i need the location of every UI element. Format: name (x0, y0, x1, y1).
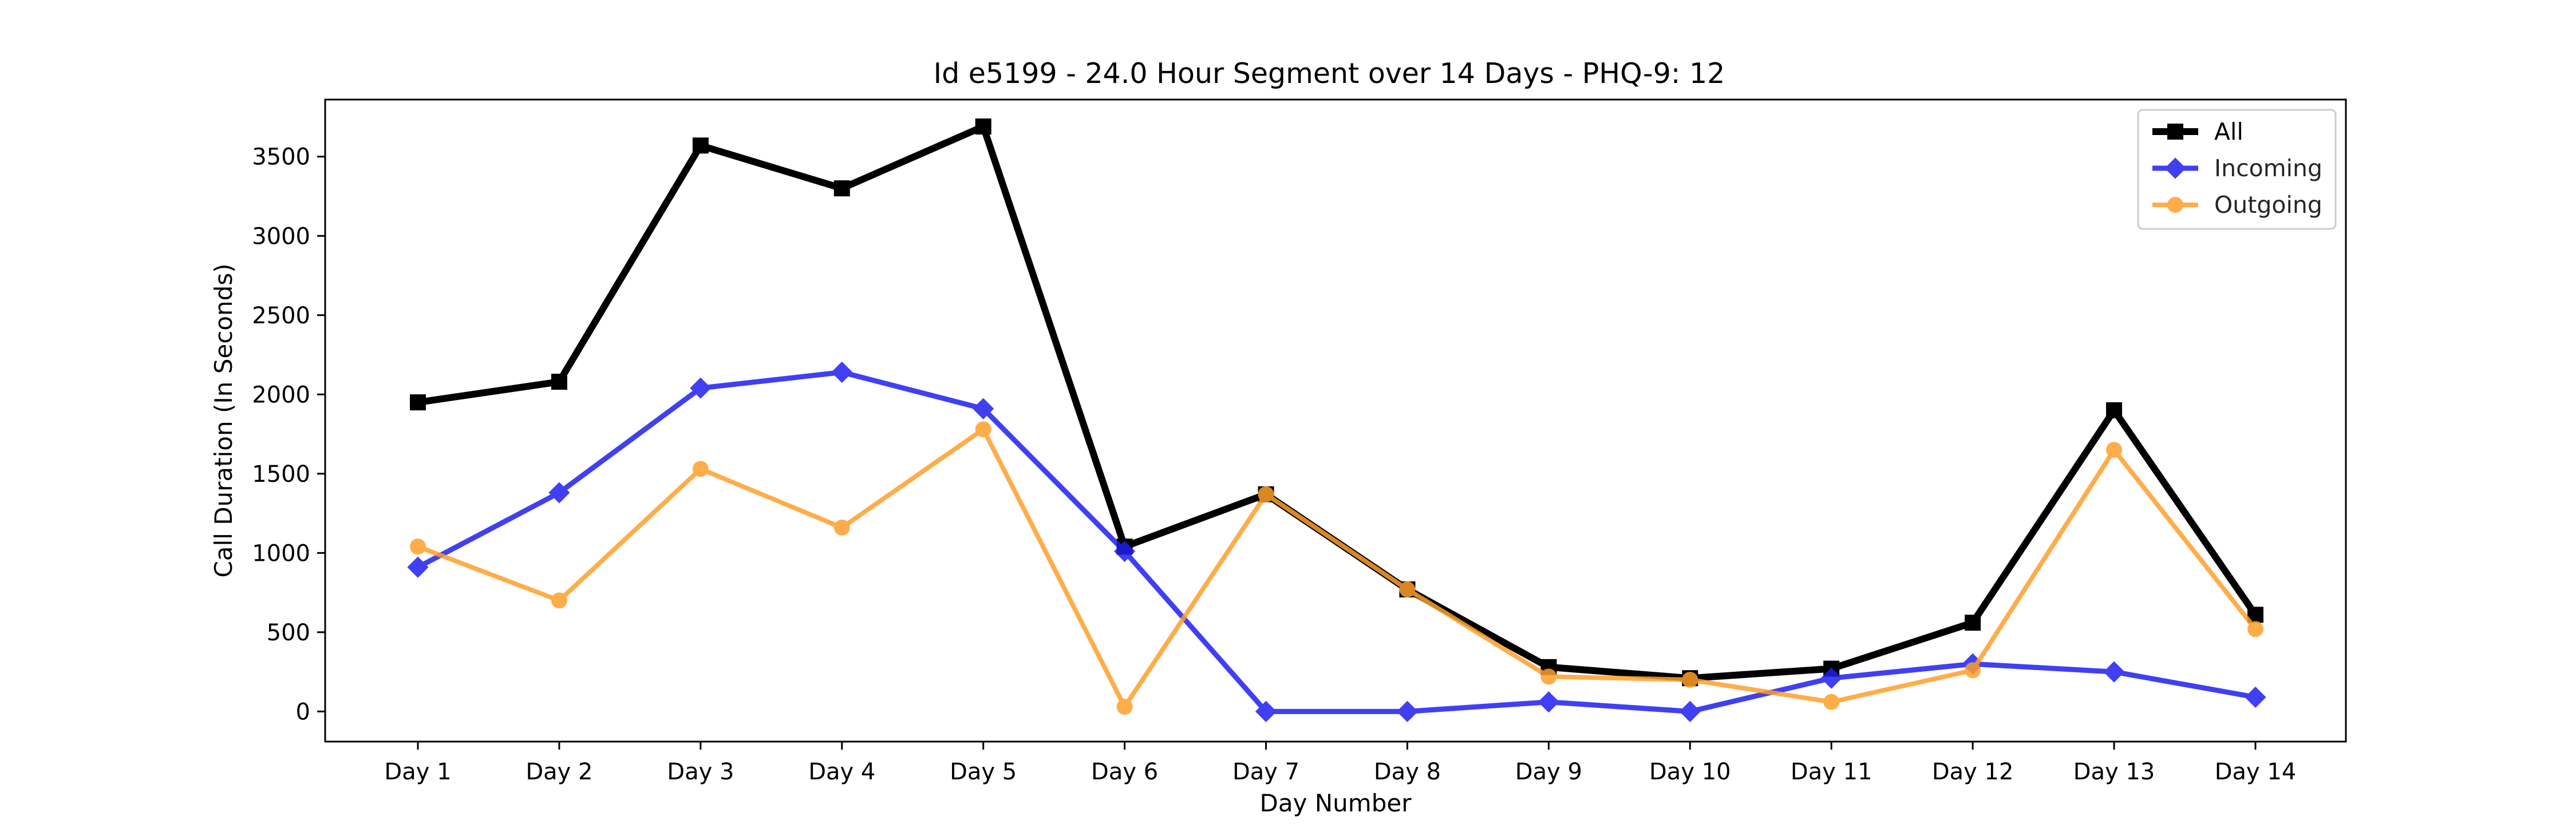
y-tick-label: 2000 (252, 382, 310, 408)
series-layer (407, 118, 2266, 722)
x-tick-label: Day 3 (667, 759, 734, 785)
data-point-outgoing (975, 421, 991, 438)
series-all (410, 118, 2263, 687)
data-point-all (975, 118, 991, 135)
data-point-outgoing (2106, 442, 2123, 458)
data-point-outgoing (1540, 668, 1557, 685)
x-tick-label: Day 11 (1791, 759, 1872, 785)
data-point-incoming (1679, 700, 1701, 722)
legend: All Incoming Outgoing (2137, 109, 2337, 230)
x-axis-label: Day Number (1259, 789, 1412, 817)
data-point-outgoing (833, 520, 850, 536)
legend-marker (2164, 157, 2186, 179)
series-line-all (417, 123, 2258, 682)
plot-area (324, 98, 2347, 743)
y-axis: 0 500 1000 1500 2000 2500 3000 3500 (252, 144, 325, 725)
data-point-incoming (548, 482, 570, 504)
x-axis: Day 1 Day 2 Day 3 Day 4 Day 5 Day 6 Day 7 Day 8… (384, 742, 2296, 785)
x-tick-label: Day 4 (808, 759, 875, 785)
data-point-incoming (1396, 700, 1419, 722)
y-tick-label: 0 (296, 699, 310, 725)
series-outgoing (410, 421, 2263, 715)
series-line-incoming (416, 370, 2256, 714)
data-point-incoming (1538, 691, 1559, 713)
data-point-all (833, 180, 850, 197)
data-point-incoming (407, 556, 429, 578)
data-point-outgoing (2247, 621, 2263, 637)
x-tick-label: Day 9 (1515, 759, 1582, 785)
legend-entry-all: All (2152, 118, 2243, 145)
data-point-incoming (831, 361, 853, 383)
x-tick-label: Day 7 (1232, 759, 1299, 785)
x-tick-label: Day 2 (526, 759, 592, 785)
data-point-outgoing (1399, 581, 1416, 598)
y-tick-label: 3000 (252, 223, 310, 249)
data-point-all (692, 137, 709, 154)
data-point-incoming (690, 377, 712, 399)
x-tick-label: Day 10 (1649, 759, 1731, 785)
x-tick-label: Day 1 (384, 759, 451, 785)
data-point-all (410, 394, 426, 411)
chart-title: Id e5199 - 24.0 Hour Segment over 14 Day… (934, 57, 1725, 90)
x-tick-label: Day 14 (2215, 759, 2297, 785)
x-tick-label: Day 6 (1091, 759, 1158, 785)
data-point-incoming (2245, 686, 2266, 708)
y-tick-label: 2500 (252, 303, 310, 329)
data-point-incoming (1255, 700, 1277, 722)
y-axis-label: Call Duration (In Seconds) (210, 263, 238, 577)
legend-entry-outgoing: Outgoing (2152, 191, 2322, 219)
data-point-all (1965, 615, 1981, 631)
data-point-incoming (1820, 667, 1842, 689)
y-tick-label: 1500 (252, 461, 310, 488)
legend-label: All (2214, 118, 2243, 145)
data-point-incoming (2103, 661, 2125, 683)
x-tick-label: Day 12 (1932, 759, 2014, 785)
x-tick-label: Day 8 (1374, 759, 1441, 785)
legend-entry-incoming: Incoming (2152, 154, 2322, 182)
legend-box (2137, 109, 2337, 230)
data-point-incoming (973, 398, 994, 419)
x-tick-label: Day 5 (950, 759, 1017, 785)
data-point-outgoing (410, 538, 426, 555)
data-point-incoming (1114, 540, 1136, 562)
data-point-outgoing (1682, 671, 1698, 688)
legend-marker (2167, 197, 2183, 213)
series-line-outgoing (417, 427, 2258, 710)
data-point-outgoing (551, 592, 567, 609)
data-point-outgoing (1965, 662, 1981, 679)
y-tick-label: 1000 (252, 540, 310, 566)
data-point-outgoing (1258, 486, 1274, 502)
data-point-outgoing (1823, 694, 1840, 710)
data-point-all (551, 374, 567, 390)
data-point-outgoing (692, 461, 709, 477)
legend-label: Incoming (2214, 154, 2322, 182)
y-tick-label: 500 (267, 620, 310, 646)
legend-label: Outgoing (2214, 191, 2322, 219)
x-tick-label: Day 13 (2073, 759, 2155, 785)
y-tick-label: 3500 (252, 144, 310, 171)
data-point-all (2106, 402, 2123, 418)
data-point-outgoing (1116, 699, 1133, 715)
legend-marker (2167, 124, 2183, 140)
